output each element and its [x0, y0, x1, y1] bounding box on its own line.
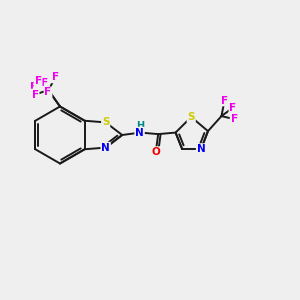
Text: F: F: [30, 82, 38, 92]
Text: N: N: [135, 128, 144, 138]
Text: F: F: [32, 89, 39, 100]
Text: O: O: [152, 147, 160, 157]
Text: F: F: [52, 72, 59, 82]
Text: S: S: [102, 117, 110, 128]
Text: F: F: [34, 76, 42, 86]
Text: F: F: [41, 78, 49, 88]
Text: N: N: [101, 142, 110, 153]
Text: N: N: [197, 144, 206, 154]
Text: F: F: [221, 95, 228, 106]
Text: F: F: [44, 87, 52, 98]
Text: H: H: [136, 121, 144, 131]
Text: S: S: [188, 112, 195, 122]
Text: F: F: [229, 103, 236, 113]
Text: F: F: [230, 114, 238, 124]
